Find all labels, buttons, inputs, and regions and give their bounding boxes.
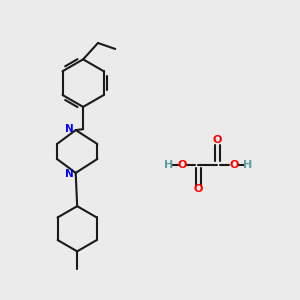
Text: N: N xyxy=(65,124,74,134)
Text: O: O xyxy=(177,160,187,170)
Text: H: H xyxy=(243,160,252,170)
Text: O: O xyxy=(194,184,203,194)
Text: N: N xyxy=(65,169,74,179)
Text: H: H xyxy=(164,160,173,170)
Text: O: O xyxy=(213,136,222,146)
Text: O: O xyxy=(229,160,239,170)
